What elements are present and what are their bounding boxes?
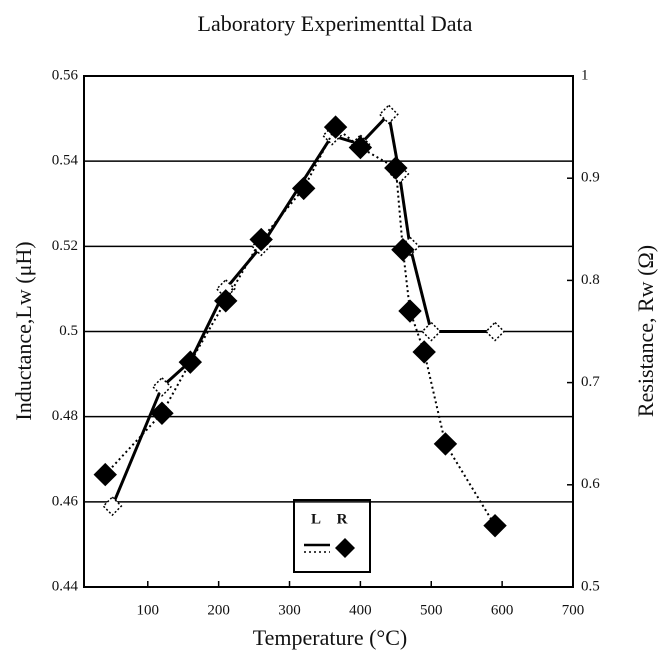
legend-label: R [337,511,348,527]
y2-tick-label: 0.6 [581,476,600,492]
marker [323,115,348,139]
y-tick-label: 0.56 [52,67,79,83]
marker [391,238,415,262]
y2-axis-label: Resistance, Rw (Ω) [633,245,658,417]
marker [150,401,174,425]
x-tick-label: 200 [207,602,230,618]
chart-title: Laboratory Experimenttal Data [198,11,473,36]
marker [93,462,117,487]
y2-tick-label: 0.5 [581,578,600,594]
x-tick-label: 300 [278,602,301,618]
y2-tick-label: 0.8 [581,272,600,288]
y-tick-label: 0.44 [52,578,79,594]
y-tick-label: 0.52 [52,238,78,254]
marker [398,299,422,323]
y-axis-label: Inductance,Lw (μH) [11,241,36,420]
y2-tick-label: 0.9 [581,170,600,186]
legend-marker [335,538,355,558]
marker [378,104,399,125]
x-tick-label: 700 [562,602,585,618]
marker [433,432,458,456]
marker [421,321,442,342]
marker [178,350,203,374]
x-tick-label: 500 [420,602,443,618]
y-tick-label: 0.5 [59,323,78,339]
marker [151,376,173,397]
x-tick-label: 100 [137,602,160,618]
marker [484,321,506,342]
marker [483,513,507,538]
marker [249,227,273,252]
x-axis-label: Temperature (°C) [253,625,407,650]
y-tick-label: 0.54 [52,153,79,169]
y2-tick-label: 0.7 [581,374,600,390]
marker [214,289,238,313]
legend-label: L [311,511,321,527]
legend-box [293,499,371,573]
marker [102,496,123,517]
x-tick-label: 600 [491,602,514,618]
marker [348,135,373,160]
marker [384,156,408,180]
series-line [104,125,496,527]
marker [412,340,436,364]
y-tick-label: 0.48 [52,408,78,424]
marker [291,176,316,201]
y-tick-label: 0.46 [52,493,79,509]
y2-tick-label: 1 [581,67,589,83]
x-tick-label: 400 [349,602,372,618]
